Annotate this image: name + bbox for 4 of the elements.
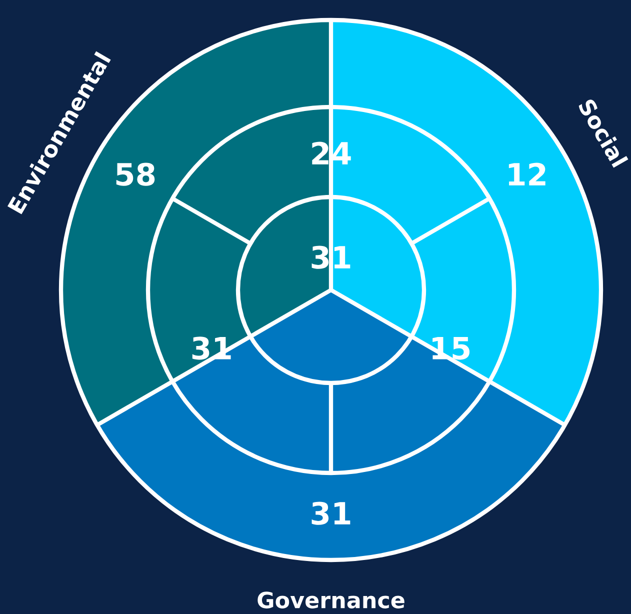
data-label: 58 (116, 162, 155, 186)
data-label: 31 (312, 502, 350, 525)
data-label: 12 (508, 162, 546, 186)
category-label: Governance (258, 592, 404, 608)
